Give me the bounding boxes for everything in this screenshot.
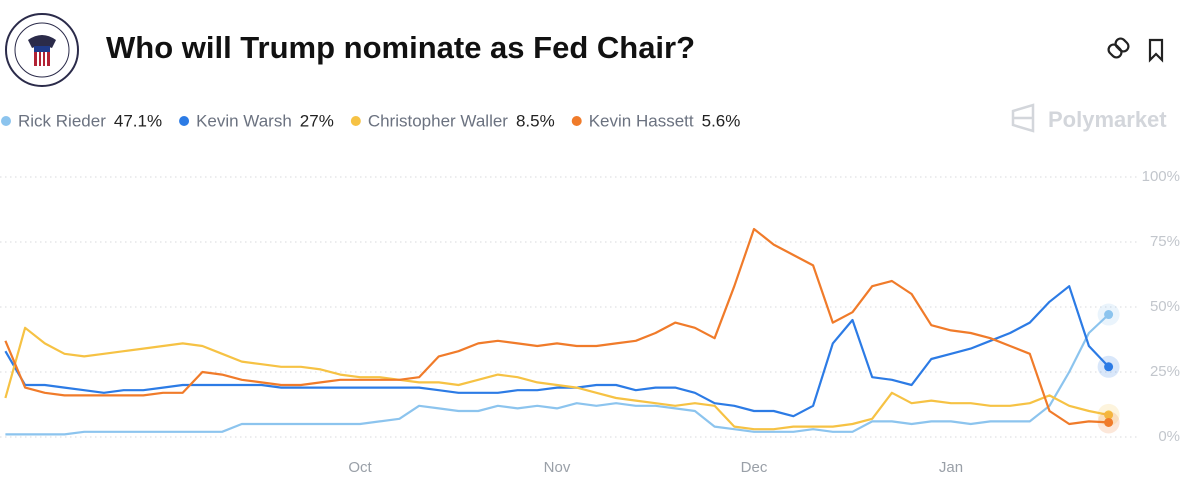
end-dot bbox=[1104, 410, 1114, 420]
chart-title: Who will Trump nominate as Fed Chair? bbox=[106, 30, 695, 65]
y-tick-label: 50% bbox=[1150, 298, 1180, 315]
x-tick-label: Oct bbox=[348, 459, 372, 476]
legend-value: 5.6% bbox=[702, 111, 741, 130]
x-tick-label: Nov bbox=[544, 459, 571, 476]
end-dot bbox=[1104, 417, 1114, 427]
end-dot bbox=[1104, 362, 1114, 372]
brand-name: Polymarket bbox=[1048, 107, 1167, 132]
legend-name: Kevin Warsh bbox=[196, 111, 292, 130]
x-tick-label: Jan bbox=[939, 459, 963, 476]
legend-name: Christopher Waller bbox=[368, 111, 508, 130]
legend-name: Rick Rieder bbox=[18, 111, 106, 130]
legend-swatch bbox=[350, 116, 361, 126]
brand: Polymarket bbox=[1011, 103, 1167, 133]
y-tick-label: 0% bbox=[1158, 428, 1180, 445]
y-tick-label: 100% bbox=[1142, 168, 1180, 185]
plot: 0% 25% 50% 75% 100% Oct Nov Dec Jan bbox=[0, 168, 1180, 476]
legend-value: 47.1% bbox=[114, 111, 162, 130]
bookmark-icon[interactable] bbox=[1148, 38, 1164, 63]
x-tick-label: Dec bbox=[741, 459, 768, 476]
legend-name: Kevin Hassett bbox=[589, 111, 694, 130]
legend-value: 8.5% bbox=[516, 111, 555, 130]
legend-swatch bbox=[571, 116, 582, 126]
link-icon[interactable] bbox=[1107, 37, 1131, 60]
legend-value: 27% bbox=[300, 111, 334, 130]
legend-swatch bbox=[1, 116, 11, 126]
end-dot bbox=[1104, 310, 1114, 320]
series-line bbox=[5, 313, 1110, 436]
legend: Rick Rieder 47.1% Kevin Warsh 27% Christophe… bbox=[1, 111, 740, 130]
y-tick-label: 25% bbox=[1150, 363, 1180, 380]
series-line bbox=[4, 285, 1110, 418]
series-line bbox=[4, 326, 1109, 431]
series-line bbox=[4, 227, 1109, 426]
logo bbox=[5, 13, 79, 87]
legend-swatch bbox=[179, 116, 190, 126]
y-tick-label: 75% bbox=[1150, 233, 1180, 250]
